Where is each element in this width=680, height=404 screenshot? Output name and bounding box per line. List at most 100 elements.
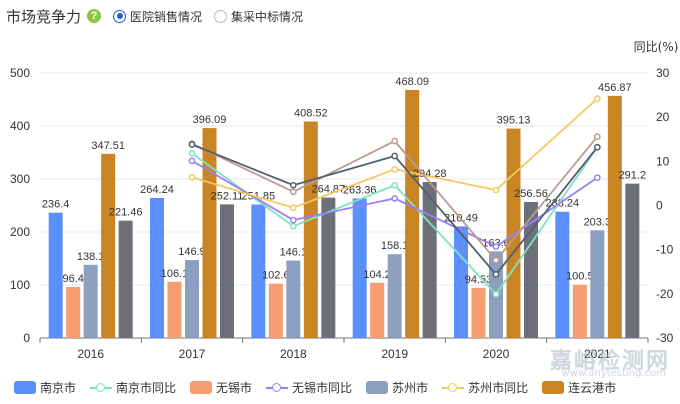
y-left-tick-label: 200	[10, 225, 30, 239]
yoy-point	[289, 181, 297, 189]
legend-label-wuxi: 无锡市	[216, 380, 253, 395]
bar	[220, 204, 234, 338]
bar	[321, 197, 336, 338]
watermark: 嘉峪检测网	[549, 349, 670, 374]
bar	[454, 226, 468, 338]
yoy-point	[492, 271, 500, 278]
yoy-point	[593, 174, 601, 182]
yoy-point	[593, 95, 601, 102]
yoy-point	[593, 143, 601, 151]
yoy-point	[391, 195, 399, 202]
bar-data-label: 102.6	[262, 270, 290, 282]
radio-procurement[interactable]: 集采中标情况	[214, 8, 303, 25]
bar-data-label: 456.87	[598, 82, 632, 94]
legend-item-lianyungang[interactable]: 连云港市	[542, 379, 616, 396]
y-left-tick-label: 100	[10, 278, 30, 292]
chart-legend: 南京市 南京市同比 无锡市 无锡市同比 苏州市 苏州市同比 连云港市	[0, 372, 680, 402]
yoy-point	[492, 290, 500, 298]
bar	[370, 282, 385, 338]
legend-label-wuxi-yoy: 无锡市同比	[292, 380, 353, 395]
radio-hospital-sales[interactable]: 医院销售情况	[113, 8, 202, 25]
bar-data-label: 256.56	[514, 188, 548, 200]
watermark-url: www.anytesting.com	[561, 368, 666, 379]
legend-item-suzhou[interactable]: 苏州市	[366, 379, 428, 396]
yoy-point	[188, 173, 196, 181]
bar	[303, 121, 318, 338]
legend-item-wuxi[interactable]: 无锡市	[190, 379, 252, 396]
yoy-point	[391, 137, 399, 145]
yoy-point	[492, 256, 500, 264]
bar	[625, 183, 640, 338]
yoy-point	[391, 152, 399, 160]
y-left-tick-label: 500	[10, 66, 30, 80]
x-tick-label: 2019	[381, 347, 408, 361]
yoy-point	[289, 188, 297, 196]
bar-data-label: 395.13	[497, 115, 531, 127]
bar-data-label: 203.3	[584, 216, 612, 228]
bar	[66, 286, 81, 338]
legend-swatch-wuxi-yoy	[266, 381, 289, 394]
bar	[471, 287, 486, 338]
legend-item-nanjing-yoy[interactable]: 南京市同比	[90, 379, 176, 396]
radio-checked-icon	[113, 9, 127, 23]
bar	[422, 182, 437, 338]
bar	[572, 284, 587, 338]
bar	[286, 260, 301, 338]
bar	[268, 283, 283, 338]
yoy-point	[188, 157, 196, 165]
legend-item-suzhou-yoy[interactable]: 苏州市同比	[442, 379, 528, 396]
yoy-point	[391, 181, 399, 189]
help-icon[interactable]: ?	[87, 9, 102, 23]
x-tick-label: 2020	[483, 347, 510, 361]
page-title: 市场竞争力	[6, 7, 82, 26]
y-right-axis-label: 同比(%)	[634, 40, 679, 54]
legend-swatch-lianyungang	[542, 380, 565, 394]
x-tick-label: 2021	[584, 347, 611, 361]
bar-data-label: 264.87	[312, 184, 346, 196]
radio-procurement-label: 集采中标情况	[231, 9, 304, 24]
bar	[405, 89, 420, 339]
x-tick-label: 2018	[280, 347, 307, 361]
bar-data-label: 104.2	[363, 269, 391, 281]
bar-data-label: 263.36	[343, 184, 377, 196]
bar	[251, 204, 266, 338]
bar-data-label: 468.09	[395, 76, 429, 88]
bar-data-label: 100.5	[566, 271, 594, 283]
bar-data-label: 221.46	[109, 207, 143, 219]
legend-label-suzhou: 苏州市	[392, 380, 429, 395]
bar	[185, 260, 199, 338]
y-right-tick-label: 30	[656, 66, 670, 80]
bar-data-label: 158.1	[381, 240, 409, 252]
y-right-tick-label: 0	[656, 199, 663, 213]
bar	[590, 230, 605, 338]
legend-label-suzhou-yoy: 苏州市同比	[468, 380, 529, 395]
yoy-point	[289, 204, 297, 212]
y-left-tick-label: 0	[23, 331, 30, 345]
legend-swatch-wuxi	[190, 380, 213, 394]
bar-data-label: 106.1	[161, 268, 189, 280]
combo-chart: 0 100 200 300 400 500 -30 -20 -10 0 10 20 30 同比(%) 201…	[10, 40, 679, 361]
bar	[118, 220, 133, 338]
bar-data-label: 291.2	[619, 170, 647, 182]
legend-item-nanjing[interactable]: 南京市	[14, 379, 76, 396]
bar	[387, 254, 402, 338]
radio-hospital-sales-label: 医院销售情况	[130, 9, 203, 24]
legend-swatch-nanjing-yoy	[90, 381, 113, 394]
bar-data-label: 347.51	[91, 140, 125, 152]
legend-swatch-nanjing	[14, 380, 36, 394]
bar	[352, 198, 367, 338]
y-right-tick-label: -10	[656, 243, 674, 257]
bar-data-label: 264.24	[140, 184, 174, 196]
header: 市场竞争力 ? 医院销售情况 集采中标情况	[0, 0, 680, 32]
bar-data-label: 146.9	[178, 246, 206, 258]
bar-data-label: 146.1	[280, 247, 308, 259]
yoy-point	[289, 216, 297, 224]
bar	[167, 281, 182, 338]
bar-data-label: 408.52	[294, 107, 328, 119]
bar	[83, 264, 98, 338]
yoy-point	[289, 222, 297, 230]
legend-item-wuxi-yoy[interactable]: 无锡市同比	[266, 379, 352, 396]
yoy-point	[391, 165, 399, 173]
y-right-tick-label: -30	[656, 331, 674, 345]
bar-data-label: 252.11	[211, 190, 244, 202]
